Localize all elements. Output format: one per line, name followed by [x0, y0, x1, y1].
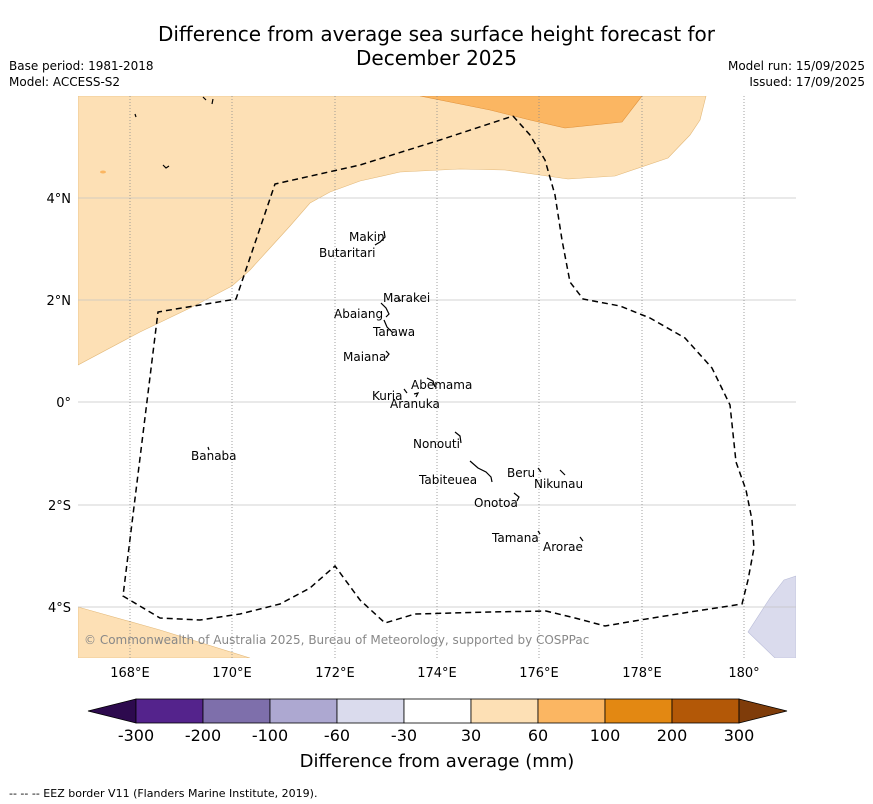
island-beru-shape	[537, 467, 542, 473]
colorbar-tick-60: 60	[528, 726, 548, 745]
colorbar-bin-9	[671, 698, 740, 724]
lon-tick-170e: 170°E	[212, 666, 252, 681]
eez-legend-footer: -- -- -- EEZ border V11 (Flanders Marine…	[9, 787, 317, 800]
island-label-abemama: Abemama	[411, 378, 472, 392]
colorbar-tick-neg300: -300	[118, 726, 154, 745]
chart-title: Difference from average sea surface heig…	[0, 22, 873, 70]
colorbar-bin-4	[336, 698, 405, 724]
island-nw-shape-1	[134, 113, 137, 118]
latitude-ticks: 4°N 2°N 0° 2°S 4°S	[47, 192, 72, 616]
lat-tick-4n: 4°N	[47, 192, 72, 207]
island-marakei-shape	[397, 297, 402, 302]
island-maiana-shape	[385, 350, 390, 359]
island-nw-shape-2	[162, 164, 170, 169]
island-tamana-shape	[537, 530, 541, 535]
island-label-maiana: Maiana	[343, 350, 386, 364]
lon-tick-168e: 168°E	[110, 666, 150, 681]
island-tabiteuea-shape	[469, 460, 493, 483]
island-tarawa-shape	[383, 319, 394, 334]
colorbar	[87, 698, 788, 724]
island-label-nikunau: Nikunau	[534, 477, 583, 491]
island-label-onotoa: Onotoa	[474, 496, 518, 510]
island-nikunau-shape	[559, 469, 566, 476]
island-label-abaiang: Abaiang	[334, 307, 383, 321]
island-onotoa-shape	[513, 492, 520, 502]
lat-tick-2n: 2°N	[47, 294, 72, 309]
colorbar-bin-2	[202, 698, 271, 724]
colorbar-tick-200: 200	[657, 726, 688, 745]
island-makin-shape	[374, 230, 386, 246]
eez-border	[122, 115, 755, 627]
lat-tick-4s: 4°S	[48, 601, 71, 616]
colorbar-bin-6	[470, 698, 539, 724]
island-banaba-shape	[207, 446, 210, 451]
island-label-beru: Beru	[507, 466, 535, 480]
island-abaiang-shape	[380, 302, 390, 318]
colorbar-tick-100: 100	[590, 726, 621, 745]
colorbar-ticks: -300 -200 -100 -60 -30 30 60 100 200 300	[118, 726, 754, 745]
island-label-aranuka: Aranuka	[390, 397, 440, 411]
island-label-makin: Makin	[349, 230, 385, 244]
lon-tick-178e: 178°E	[622, 666, 662, 681]
colorbar-bin-8	[604, 698, 673, 724]
island-label-tamana: Tamana	[491, 531, 539, 545]
colorbar-title: Difference from average (mm)	[300, 751, 575, 772]
colorbar-extend-high	[738, 698, 788, 724]
issued-date: Issued: 17/09/2025	[749, 75, 865, 89]
model-name: Model: ACCESS-S2	[9, 75, 121, 89]
lat-tick-2s: 2°S	[48, 499, 71, 514]
colorbar-bin-5	[403, 698, 472, 724]
colorbar-tick-neg30: -30	[391, 726, 417, 745]
anomaly-region-30-60-north	[78, 96, 707, 366]
colorbar-bin-1	[135, 698, 204, 724]
island-label-banaba: Banaba	[191, 449, 237, 463]
lon-tick-172e: 172°E	[315, 666, 355, 681]
lat-tick-0: 0°	[56, 396, 71, 411]
island-label-kuria: Kuria	[372, 389, 403, 403]
island-nw-shape-3	[202, 96, 207, 101]
island-label-butaritari: Butaritari	[319, 246, 376, 260]
anomaly-region-30-60-south	[78, 606, 251, 658]
island-label-marakei: Marakei	[383, 291, 430, 305]
island-aranuka-shape	[413, 392, 420, 398]
island-shapes	[134, 96, 584, 542]
lon-tick-174e: 174°E	[417, 666, 457, 681]
island-label-arorae: Arorae	[543, 540, 583, 554]
island-label-nonouti: Nonouti	[413, 437, 460, 451]
gridlines	[78, 96, 796, 658]
title-line-1: Difference from average sea surface heig…	[157, 22, 716, 46]
colorbar-tick-neg60: -60	[324, 726, 350, 745]
longitude-ticks: 168°E 170°E 172°E 174°E 176°E 178°E 180°	[110, 666, 759, 681]
colorbar-tick-neg200: -200	[185, 726, 221, 745]
anomaly-region-neg30-60	[747, 575, 796, 658]
colorbar-extend-low	[87, 698, 137, 724]
island-kuria-shape	[403, 388, 408, 394]
copyright-notice: © Commonwealth of Australia 2025, Bureau…	[84, 633, 589, 647]
colorbar-bin-7	[537, 698, 606, 724]
base-period: Base period: 1981-2018	[9, 59, 154, 73]
island-nw-shape-4	[211, 98, 214, 105]
island-labels: Makin Butaritari Marakei Abaiang Tarawa …	[191, 230, 583, 554]
map-layers	[78, 96, 796, 658]
colorbar-bin-3	[269, 698, 338, 724]
model-run: Model run: 15/09/2025	[727, 59, 865, 73]
lon-tick-176e: 176°E	[519, 666, 559, 681]
colorbar-tick-30: 30	[461, 726, 481, 745]
lon-tick-180: 180°	[728, 666, 759, 681]
island-arorae-shape	[579, 536, 584, 542]
colorbar-tick-neg100: -100	[252, 726, 288, 745]
colorbar-tick-300: 300	[724, 726, 755, 745]
island-label-tarawa: Tarawa	[372, 325, 415, 339]
title-line-2: December 2025	[356, 46, 517, 70]
island-label-tabiteuea: Tabiteuea	[418, 473, 477, 487]
anomaly-region-60-100	[419, 96, 643, 129]
island-nonouti-shape	[454, 431, 462, 444]
anomaly-patch-small	[100, 170, 106, 174]
island-abemama-shape	[426, 377, 436, 388]
